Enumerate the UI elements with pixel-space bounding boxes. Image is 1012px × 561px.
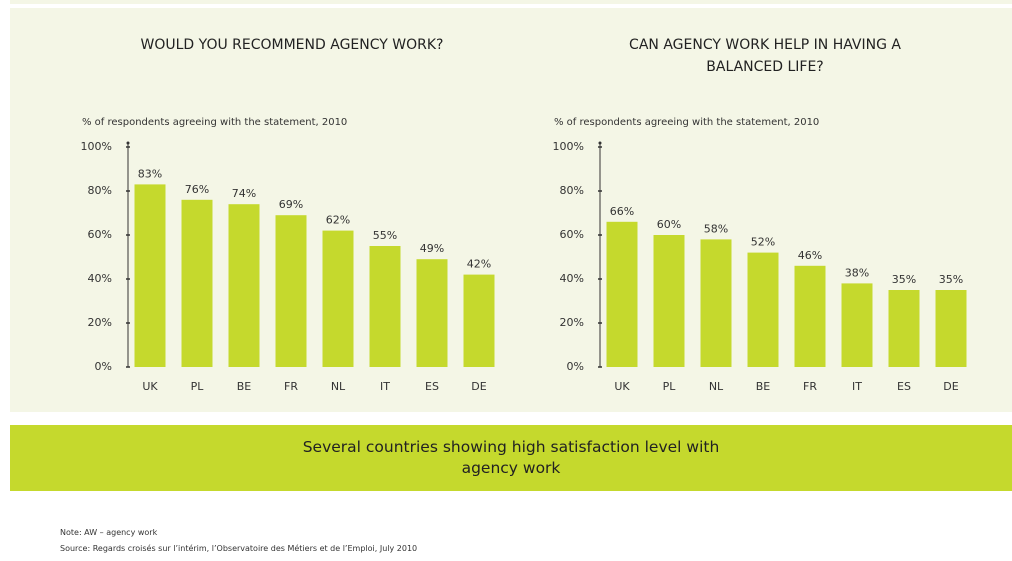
bar [463,274,495,367]
x-tick-label: FR [803,380,817,393]
y-tick-label: 60% [88,228,112,241]
bar [606,221,638,367]
x-tick-label: UK [614,380,630,393]
value-label: 76% [185,183,209,196]
y-tick-label: 0% [95,360,112,373]
source: Source: Regards croisés sur l’intérim, l… [60,544,418,553]
bar [700,239,732,367]
value-label: 49% [420,242,444,255]
axis-tip [598,141,602,145]
y-tick-label: 80% [88,184,112,197]
x-tick-label: FR [284,380,298,393]
value-label: 35% [939,273,963,286]
x-tick-label: NL [709,380,724,393]
bar [228,204,260,367]
value-label: 69% [279,198,303,211]
bar [747,252,779,367]
bar [794,265,826,367]
x-tick-label: PL [191,380,205,393]
value-label: 66% [610,205,634,218]
x-tick-label: PL [663,380,677,393]
x-tick-label: DE [943,380,958,393]
x-tick-label: ES [425,380,439,393]
y-tick-label: 100% [81,140,112,153]
value-label: 46% [798,249,822,262]
value-label: 38% [845,266,869,279]
y-tick-label: 40% [88,272,112,285]
bar [181,199,213,367]
y-tick-label: 80% [560,184,584,197]
value-label: 55% [373,229,397,242]
chart-title: CAN AGENCY WORK HELP IN HAVING A BALANCE… [629,37,901,75]
x-tick-label: BE [756,380,771,393]
bar [935,290,967,367]
note: Note: AW – agency work [60,528,158,537]
banner-text: Several countries showing high satisfact… [302,438,720,477]
value-label: 58% [704,222,728,235]
value-label: 52% [751,236,775,249]
bar [322,230,354,367]
value-label: 62% [326,214,350,227]
x-tick-label: IT [380,380,390,393]
bar [841,283,873,367]
value-label: 42% [467,258,491,271]
subtitle: % of respondents agreeing with the state… [82,117,347,128]
x-tick-label: ES [897,380,911,393]
chart-title: WOULD YOU RECOMMEND AGENCY WORK? [140,37,444,53]
y-tick-label: 20% [560,316,584,329]
x-tick-label: NL [331,380,346,393]
x-tick-label: BE [237,380,252,393]
x-tick-label: UK [142,380,158,393]
value-label: 74% [232,187,256,200]
y-tick-label: 0% [567,360,584,373]
value-label: 60% [657,218,681,231]
banner: Several countries showing high satisfact… [10,425,1012,491]
bar [275,215,307,367]
bar [416,259,448,367]
bar [369,246,401,367]
y-tick-label: 60% [560,228,584,241]
bar [888,290,920,367]
x-tick-label: IT [852,380,862,393]
subtitle: % of respondents agreeing with the state… [554,117,819,128]
axis-tip [126,141,130,145]
x-tick-label: DE [471,380,486,393]
bar [134,184,166,367]
y-tick-label: 100% [553,140,584,153]
y-tick-label: 20% [88,316,112,329]
top-strip [10,0,1012,4]
value-label: 35% [892,273,916,286]
value-label: 83% [138,167,162,180]
y-tick-label: 40% [560,272,584,285]
bar [653,235,685,367]
